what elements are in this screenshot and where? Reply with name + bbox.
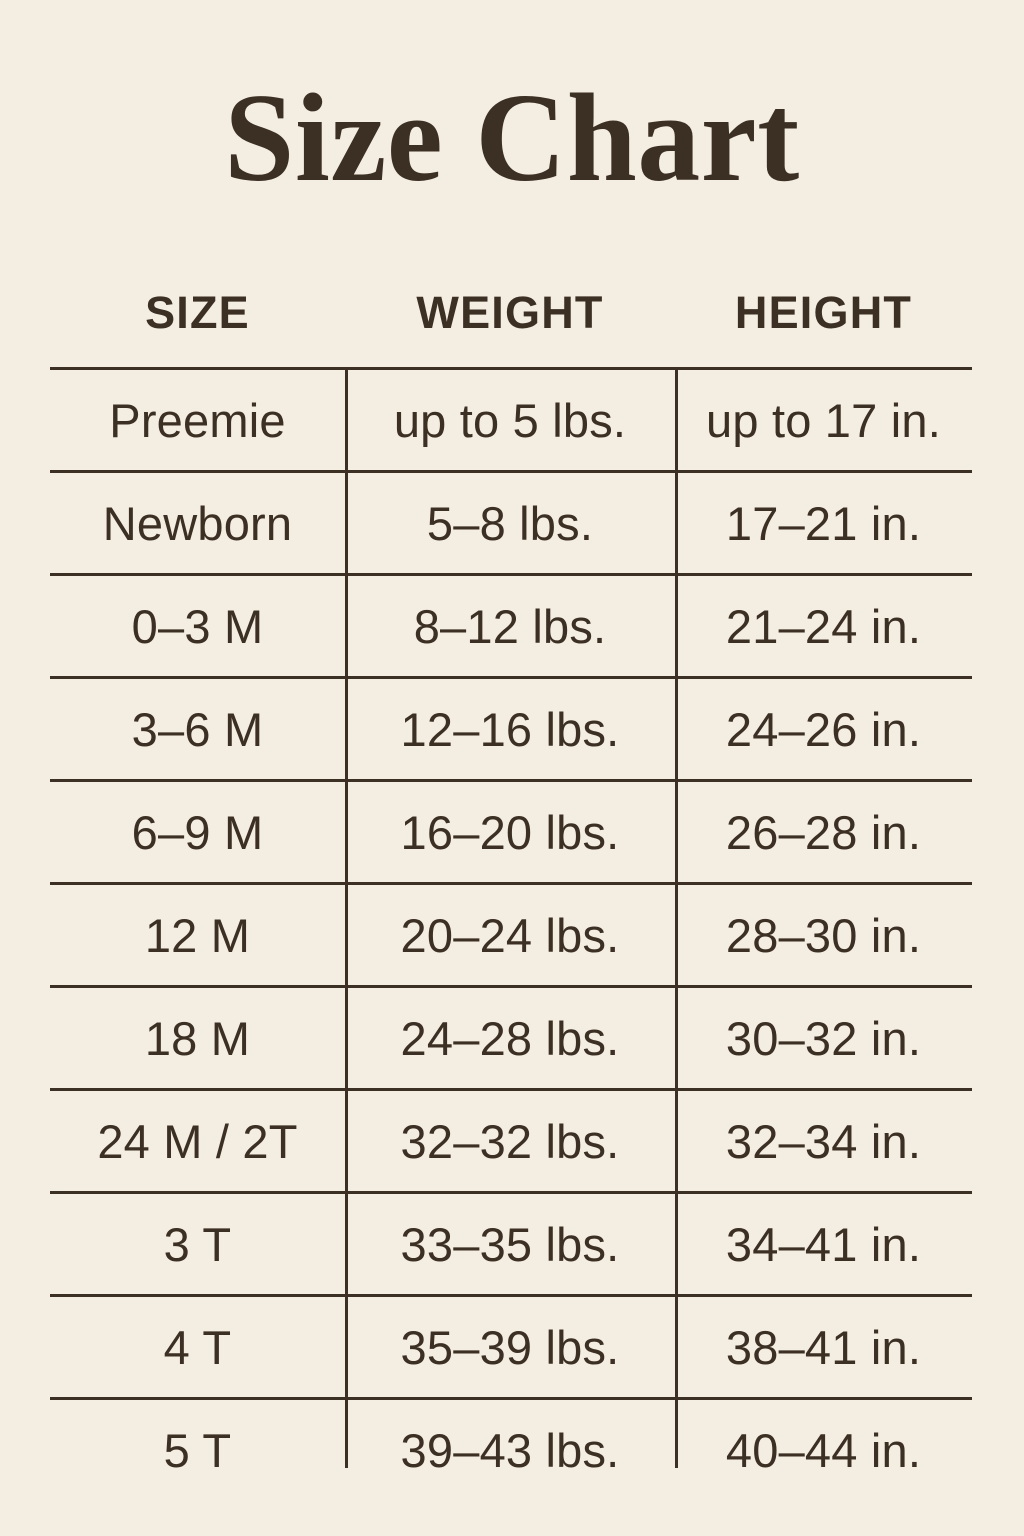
cell-weight: 32–32 lbs. [400, 1114, 620, 1168]
column-header-weight: WEIGHT [416, 286, 604, 338]
page-title: Size Chart [224, 69, 800, 208]
cell-height: 21–24 in. [725, 599, 922, 653]
cell-weight: 5–8 lbs. [426, 496, 594, 550]
cell-weight: 39–43 lbs. [400, 1423, 620, 1477]
cell-weight: 24–28 lbs. [400, 1011, 620, 1065]
cell-height: 34–41 in. [725, 1217, 922, 1271]
cell-weight: 35–39 lbs. [400, 1320, 620, 1374]
cell-height: 26–28 in. [725, 805, 922, 859]
cell-size: 0–3 M [131, 599, 264, 653]
cell-weight: 12–16 lbs. [400, 702, 620, 756]
cell-height: 40–44 in. [725, 1423, 922, 1477]
table-row: 18 M 24–28 lbs. 30–32 in. [50, 985, 972, 1088]
cell-weight: 20–24 lbs. [400, 908, 620, 962]
cell-size: Preemie [109, 393, 286, 447]
table-header-row: SIZE WEIGHT HEIGHT [50, 262, 972, 367]
table-row: 4 T 35–39 lbs. 38–41 in. [50, 1294, 972, 1397]
table-row: 5 T 39–43 lbs. 40–44 in. [50, 1397, 972, 1500]
column-divider-2 [675, 367, 678, 1468]
table-row: Preemie up to 5 lbs. up to 17 in. [50, 367, 972, 470]
cell-weight: 8–12 lbs. [413, 599, 607, 653]
cell-height: 38–41 in. [725, 1320, 922, 1374]
cell-weight: 16–20 lbs. [400, 805, 620, 859]
cell-height: 30–32 in. [725, 1011, 922, 1065]
cell-height: 28–30 in. [725, 908, 922, 962]
size-chart-table: SIZE WEIGHT HEIGHT Preemie up to 5 lbs. … [50, 262, 972, 1500]
column-divider-1 [345, 367, 348, 1468]
cell-size: 5 T [163, 1423, 232, 1477]
cell-size: Newborn [102, 496, 293, 550]
cell-weight: 33–35 lbs. [400, 1217, 620, 1271]
cell-weight: up to 5 lbs. [393, 393, 627, 447]
cell-size: 4 T [163, 1320, 232, 1374]
cell-height: 17–21 in. [725, 496, 922, 550]
table-row: 3–6 M 12–16 lbs. 24–26 in. [50, 676, 972, 779]
table-row: 3 T 33–35 lbs. 34–41 in. [50, 1191, 972, 1294]
cell-size: 6–9 M [131, 805, 264, 859]
cell-size: 3–6 M [131, 702, 264, 756]
column-header-size: SIZE [145, 286, 250, 338]
cell-size: 3 T [163, 1217, 232, 1271]
cell-size: 18 M [144, 1011, 251, 1065]
cell-size: 24 M / 2T [97, 1114, 298, 1168]
table-row: 24 M / 2T 32–32 lbs. 32–34 in. [50, 1088, 972, 1191]
cell-size: 12 M [144, 908, 251, 962]
cell-height: 24–26 in. [725, 702, 922, 756]
cell-height: up to 17 in. [706, 393, 941, 447]
table-row: Newborn 5–8 lbs. 17–21 in. [50, 470, 972, 573]
table-row: 0–3 M 8–12 lbs. 21–24 in. [50, 573, 972, 676]
table-row: 12 M 20–24 lbs. 28–30 in. [50, 882, 972, 985]
cell-height: 32–34 in. [725, 1114, 922, 1168]
column-header-height: HEIGHT [734, 286, 913, 338]
table-row: 6–9 M 16–20 lbs. 26–28 in. [50, 779, 972, 882]
